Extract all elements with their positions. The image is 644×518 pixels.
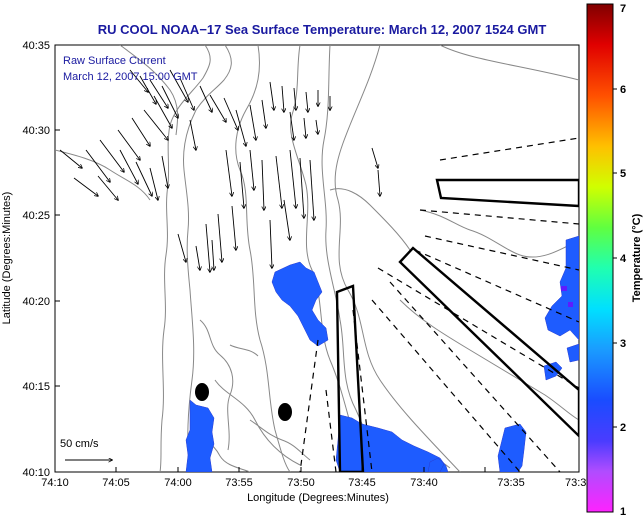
colorbar-tick-label: 4 <box>620 253 627 265</box>
x-tick-label: 73:3 <box>565 477 586 489</box>
colorbar-tick-label: 5 <box>620 168 626 180</box>
colorbar-tick-labels: 7 6 5 4 3 2 1 <box>620 3 627 518</box>
y-tick-label: 40:15 <box>22 381 50 393</box>
x-tick-labels: 74:10 74:05 74:00 73:55 73:50 73:45 73:4… <box>41 477 586 489</box>
x-tick-label: 74:00 <box>164 477 192 489</box>
current-time-label: March 12, 2007 15:00 GMT <box>63 71 198 83</box>
colorbar-tick-label: 1 <box>620 506 626 518</box>
y-tick-label: 40:35 <box>22 40 50 52</box>
axis-ticks <box>54 44 486 473</box>
coastline-contours <box>55 45 579 472</box>
current-vectors <box>59 69 380 460</box>
colorbar-tick-label: 2 <box>620 422 626 434</box>
x-tick-label: 74:05 <box>102 477 130 489</box>
colorbar-label: Temperature (°C) <box>631 213 643 302</box>
x-tick-label: 73:45 <box>348 477 376 489</box>
plot-area <box>54 44 580 473</box>
x-tick-label: 73:35 <box>497 477 525 489</box>
y-tick-label: 40:25 <box>22 210 50 222</box>
colorbar-tick-label: 7 <box>620 3 626 15</box>
station-marker <box>195 383 209 401</box>
x-tick-label: 73:40 <box>410 477 438 489</box>
y-tick-labels: 40:35 40:30 40:25 40:20 40:15 40:10 <box>22 40 50 479</box>
current-label: Raw Surface Current <box>63 55 166 67</box>
y-axis-label: Latitude (Degrees:Minutes) <box>1 192 13 325</box>
y-tick-label: 40:30 <box>22 125 50 137</box>
colorbar-ticks <box>613 88 617 428</box>
scale-arrow-label: 50 cm/s <box>60 438 99 450</box>
y-tick-label: 40:20 <box>22 296 50 308</box>
x-axis-label: Longitude (Degrees:Minutes) <box>247 492 389 504</box>
colorbar <box>586 3 614 513</box>
colorbar-tick-label: 3 <box>620 338 626 350</box>
colorbar-tick-label: 6 <box>620 84 626 96</box>
x-tick-label: 74:10 <box>41 477 69 489</box>
x-tick-label: 73:55 <box>225 477 253 489</box>
x-tick-label: 73:50 <box>287 477 315 489</box>
station-marker <box>278 403 292 421</box>
sst-warm-spot <box>561 286 573 307</box>
survey-boxes <box>335 178 579 472</box>
y-tick-label: 40:10 <box>22 467 50 479</box>
sst-patches <box>185 235 579 472</box>
map-title: RU COOL NOAA−17 Sea Surface Temperature:… <box>98 22 547 37</box>
